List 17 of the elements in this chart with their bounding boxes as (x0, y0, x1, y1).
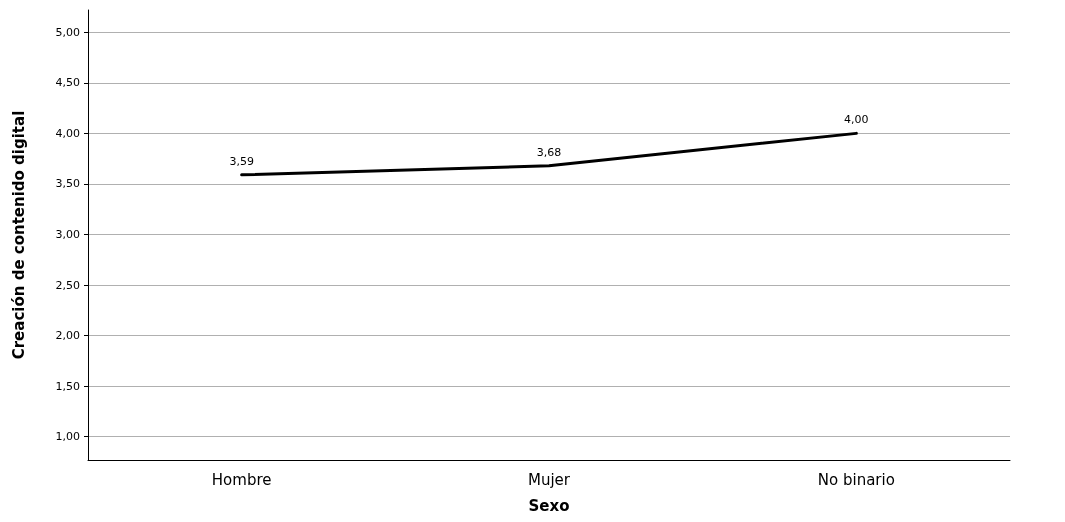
y-tick-label: 3,00 (55, 227, 80, 241)
y-tick-label: 5,00 (55, 25, 80, 39)
data-label: 4,00 (844, 113, 869, 127)
y-tick-label: 4,50 (55, 76, 80, 90)
x-tick-label: No binario (817, 470, 895, 489)
x-tick-label: Mujer (527, 470, 571, 489)
y-tick-label: 1,00 (55, 430, 80, 444)
y-tick-label: 2,50 (55, 278, 80, 292)
y-tick-label: 2,00 (55, 329, 80, 343)
data-label: 3,68 (536, 145, 562, 159)
x-axis-title: Sexo (528, 496, 570, 515)
y-tick-label: 4,00 (55, 126, 80, 140)
y-tick-label: 1,50 (55, 379, 80, 393)
data-label: 3,59 (229, 154, 254, 168)
y-axis-title: Creación de contenido digital (9, 110, 28, 360)
x-tick-label: Hombre (211, 470, 272, 489)
y-tick-label: 3,50 (55, 177, 80, 191)
